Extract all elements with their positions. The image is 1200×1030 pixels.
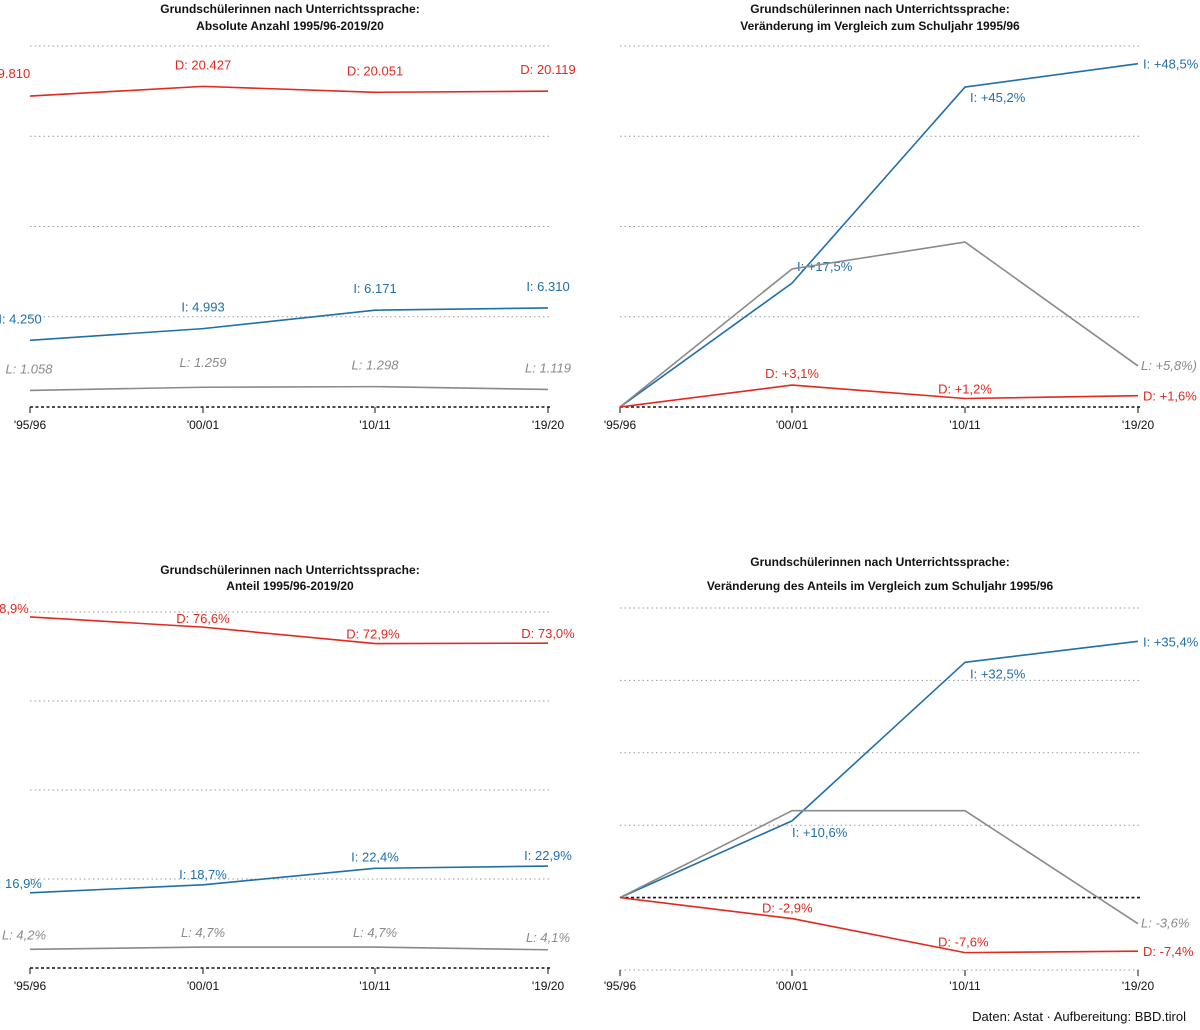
data-label-I: I: 4.250 [0, 311, 42, 326]
x-tick-label: '19/20 [532, 979, 565, 993]
data-label-L: L: 4,1% [526, 930, 570, 945]
data-label-L: L: 1.259 [180, 355, 227, 370]
x-tick-label: '19/20 [1122, 979, 1155, 993]
chart-panel-3: Grundschülerinnen nach Unterrichtssprach… [0, 563, 575, 993]
x-tick-label: '95/96 [14, 418, 47, 432]
series-line-D [29, 85, 549, 97]
chart-title: Grundschülerinnen nach Unterrichtssprach… [160, 563, 419, 577]
data-label-D: D: 20.427 [175, 57, 231, 72]
chart-title: Grundschülerinnen nach Unterrichtssprach… [750, 2, 1009, 16]
x-tick-label: '10/11 [359, 418, 391, 432]
data-label-L: L: 4,7% [353, 925, 397, 940]
data-label-L: L: -3,6% [1141, 916, 1189, 931]
data-label-I: I: 6.310 [526, 279, 569, 294]
series-line-L [29, 946, 549, 951]
x-tick-label: '10/11 [949, 418, 981, 432]
data-label-L: L: 1.058 [6, 361, 54, 376]
series-line-D [619, 896, 1139, 954]
data-label-D: D: 20.051 [347, 63, 403, 78]
x-tick-label: '95/96 [14, 979, 47, 993]
data-label-I: I: +32,5% [970, 666, 1026, 681]
series-line-L [619, 241, 1139, 408]
data-label-D: D: 78,9% [0, 601, 29, 616]
data-label-D: D: +1,2% [938, 382, 992, 397]
chart-title: Grundschülerinnen nach Unterrichtssprach… [160, 2, 419, 16]
data-label-D: D: 72,9% [346, 627, 400, 642]
series-line-I [619, 62, 1139, 408]
data-label-D: D: -2,9% [762, 901, 813, 916]
data-label-I: I: +48,5% [1143, 57, 1199, 72]
data-label-D: D: 76,6% [176, 611, 230, 626]
series-line-D [619, 384, 1139, 408]
data-label-D: D: +1,6% [1143, 389, 1197, 404]
series-line-I [29, 307, 549, 342]
data-label-L: L: 4,7% [181, 925, 225, 940]
data-label-I: I: +45,2% [970, 90, 1026, 105]
series-line-I [29, 865, 549, 894]
chart-title: Grundschülerinnen nach Unterrichtssprach… [750, 555, 1009, 569]
x-tick-label: '00/01 [776, 979, 809, 993]
series-line-L [29, 385, 549, 392]
chart-subtitle: Absolute Anzahl 1995/96-2019/20 [196, 19, 384, 33]
chart-panel-4: Grundschülerinnen nach Unterrichtssprach… [604, 555, 1199, 993]
x-tick-label: '95/96 [604, 979, 637, 993]
source-credit: Daten: Astat · Aufbereitung: BBD.tirol [972, 1009, 1186, 1024]
data-label-D: D: -7,4% [1143, 944, 1194, 959]
x-tick-label: '19/20 [1122, 418, 1155, 432]
data-label-I: I: 6.171 [353, 281, 396, 296]
x-tick-label: '00/01 [776, 418, 809, 432]
data-label-I: I: +35,4% [1143, 634, 1199, 649]
data-label-D: D: 20.119 [520, 62, 575, 77]
data-label-L: L: 1.119 [525, 360, 571, 375]
data-label-I: I: 4.993 [181, 300, 224, 315]
data-label-D: D: 73,0% [521, 626, 575, 641]
data-label-I: I: 16,9% [0, 876, 42, 891]
data-label-D: D: +3,1% [765, 366, 819, 381]
x-tick-label: '10/11 [949, 979, 981, 993]
series-line-L [619, 809, 1139, 925]
data-label-I: I: +10,6% [792, 825, 848, 840]
data-label-D: D: -7,6% [938, 935, 989, 950]
chart-subtitle: Veränderung des Anteils im Vergleich zum… [707, 579, 1054, 593]
series-line-D [29, 616, 549, 645]
chart-subtitle: Veränderung im Vergleich zum Schuljahr 1… [740, 19, 1020, 33]
x-tick-label: '00/01 [187, 418, 220, 432]
chart-subtitle: Anteil 1995/96-2019/20 [226, 579, 354, 593]
x-tick-label: '19/20 [532, 418, 565, 432]
data-label-I: I: 22,4% [351, 849, 399, 864]
x-tick-label: '00/01 [187, 979, 220, 993]
data-label-I: I: 22,9% [524, 848, 572, 863]
data-label-L: L: 4,2% [2, 927, 46, 942]
chart-panel-2: Grundschülerinnen nach Unterrichtssprach… [604, 2, 1199, 432]
data-label-L: L: +5,8%) [1141, 358, 1197, 373]
series-line-I [619, 640, 1139, 899]
data-label-I: I: +17,5% [797, 259, 853, 274]
data-label-I: I: 18,7% [179, 867, 227, 882]
x-tick-label: '95/96 [604, 418, 637, 432]
x-tick-label: '10/11 [359, 979, 391, 993]
chart-panel-1: Grundschülerinnen nach Unterrichtssprach… [0, 2, 576, 432]
data-label-D: D: 19.810 [0, 66, 30, 81]
data-label-L: L: 1.298 [352, 358, 400, 373]
